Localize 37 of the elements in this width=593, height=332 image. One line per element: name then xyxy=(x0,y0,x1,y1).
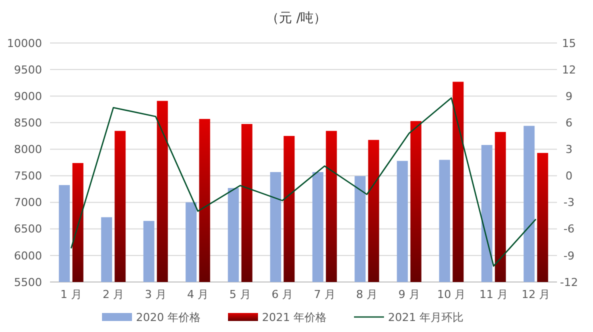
y2-tick-label: 3 xyxy=(566,143,572,156)
y-tick-label: 9500 xyxy=(14,63,42,76)
x-tick-label: 10 月 xyxy=(437,288,466,301)
legend-label: 2021 年价格 xyxy=(262,310,326,324)
x-tick-label: 2 月 xyxy=(102,288,124,301)
y-tick-label: 5500 xyxy=(14,276,42,289)
legend-label: 2021 年月环比 xyxy=(388,310,464,324)
y2-tick-label: 0 xyxy=(566,170,572,183)
x-tick-label: 3 月 xyxy=(144,288,166,301)
x-tick-label: 5 月 xyxy=(229,288,251,301)
x-tick-label: 11 月 xyxy=(479,288,508,301)
y-tick-label: 6000 xyxy=(14,249,42,262)
y2-tick-label: -9 xyxy=(564,249,574,262)
y2-tick-label: 9 xyxy=(566,90,572,103)
legend-label: 2020 年价格 xyxy=(136,310,200,324)
y-tick-label: 7500 xyxy=(14,170,42,183)
x-tick-label: 1 月 xyxy=(60,288,82,301)
y-tick-label: 10000 xyxy=(7,36,42,50)
x-tick-label: 6 月 xyxy=(272,288,294,301)
chart-title: （元 /吨） xyxy=(266,11,327,26)
y2-tick-label: -3 xyxy=(564,196,574,210)
y-tick-label: 6500 xyxy=(14,222,42,236)
y2-tick-label: 6 xyxy=(566,116,572,130)
x-tick-label: 9 月 xyxy=(398,288,420,301)
x-tick-label: 4 月 xyxy=(187,288,209,301)
y2-tick-label: -12 xyxy=(560,276,578,289)
y-tick-label: 9000 xyxy=(14,90,42,103)
x-tick-label: 8 月 xyxy=(356,288,378,301)
line-series xyxy=(70,97,537,267)
y2-tick-label: 12 xyxy=(562,63,576,76)
y2-tick-label: 15 xyxy=(562,36,576,50)
y-tick-label: 8000 xyxy=(14,143,42,156)
y2-tick-label: -6 xyxy=(564,222,574,236)
x-tick-label: 7 月 xyxy=(314,288,336,301)
y-tick-label: 8500 xyxy=(14,116,42,130)
y-tick-label: 7000 xyxy=(14,196,42,210)
x-tick-label: 12 月 xyxy=(522,288,550,301)
